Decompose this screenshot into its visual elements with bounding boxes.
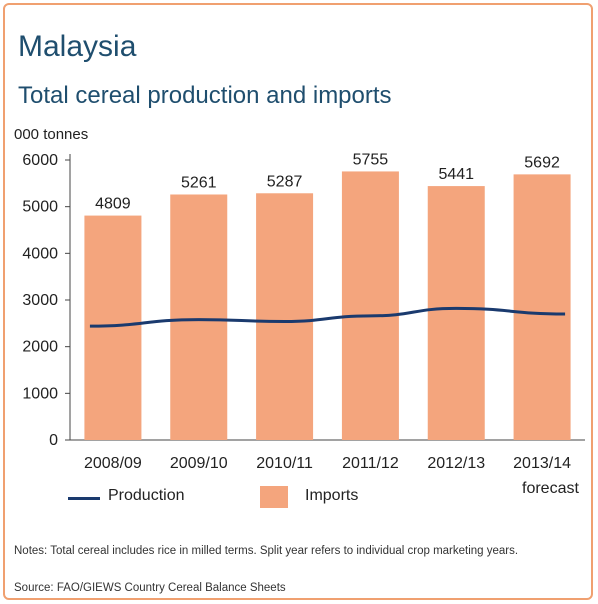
bar-value-label: 4809 [95,196,131,213]
imports-bar [341,171,399,440]
chart-title: Malaysia [18,30,137,63]
y-tick-label: 1000 [22,385,58,402]
x-tick-label: 2008/09 [84,455,142,472]
bar-value-label: 5441 [438,166,474,183]
chart-source: Source: FAO/GIEWS Country Cereal Balance… [14,582,286,594]
legend-imports-label: Imports [305,487,359,504]
chart-notes: Notes: Total cereal includes rice in mil… [14,545,519,557]
imports-bar [256,193,314,440]
y-tick-label: 5000 [22,199,58,216]
x-tick-label: 2010/11 [256,455,313,472]
bar-value-label: 5261 [181,174,217,191]
chart-subtitle: Total cereal production and imports [18,82,392,109]
legend-production-label: Production [108,487,185,504]
legend-imports-swatch [260,486,288,508]
x-tick-label: 2009/10 [170,455,228,472]
imports-bar [84,215,142,440]
y-tick-label: 6000 [22,152,58,169]
x-tick-label: 2012/13 [427,455,485,472]
imports-bar [513,174,571,440]
legend-production-swatch [68,497,100,500]
x-tick-label: 2013/14 [513,455,571,472]
y-tick-label: 3000 [22,292,58,309]
bar-value-label: 5755 [353,151,389,168]
imports-bar [427,186,485,440]
x-tick-label: 2011/12 [342,455,399,472]
production-line [89,306,566,328]
y-tick-label: 0 [49,432,58,449]
y-axis-unit: 000 tonnes [14,126,89,143]
bar-value-label: 5287 [267,173,303,190]
imports-bar [170,194,228,440]
y-tick-label: 4000 [22,245,58,262]
forecast-note: forecast [522,480,579,497]
bar-value-label: 5692 [524,154,560,171]
y-tick-label: 2000 [22,339,58,356]
